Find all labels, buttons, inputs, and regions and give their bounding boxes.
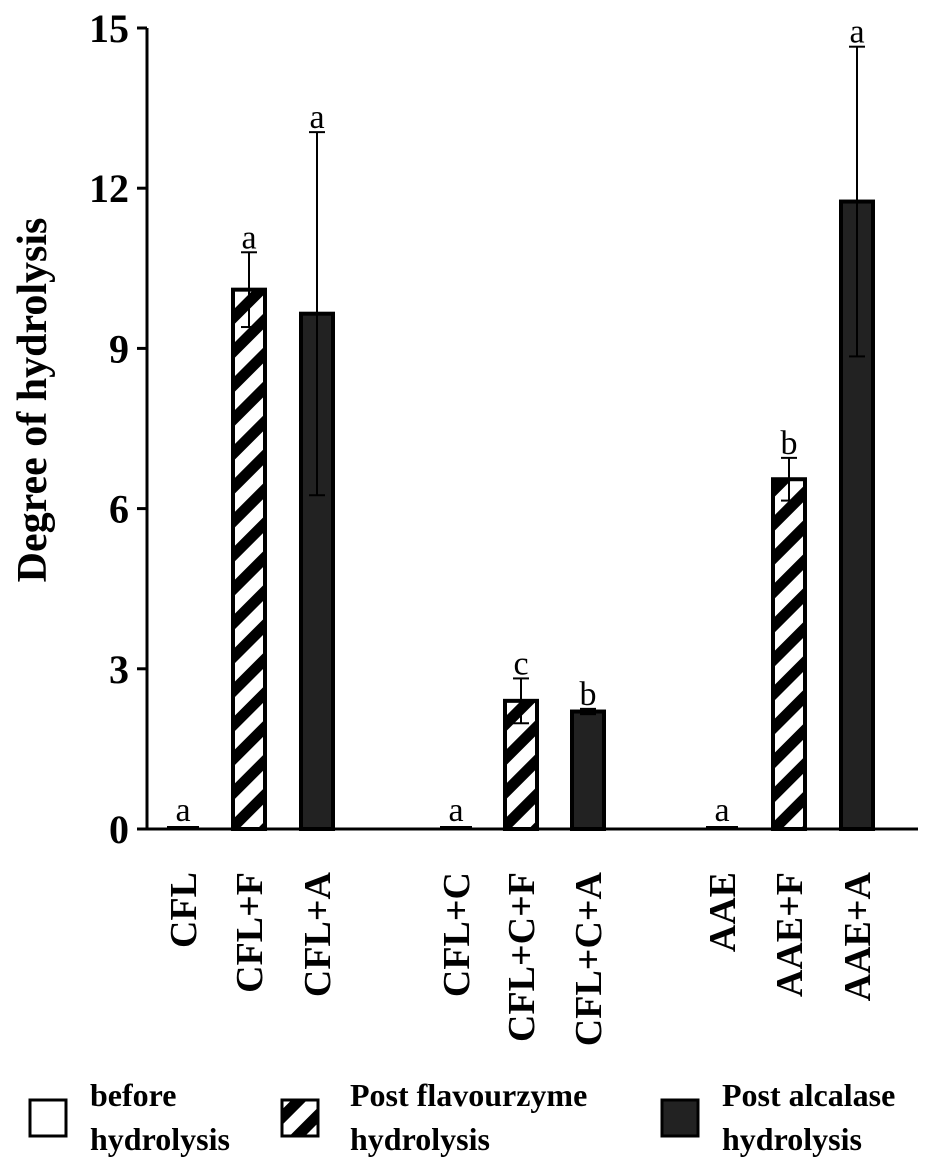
significance-letter: a: [175, 792, 190, 829]
y-tick-label: 3: [109, 647, 129, 692]
legend-swatch: [660, 1098, 700, 1138]
legend-item-before: before hydrolysis: [28, 1077, 230, 1157]
x-tick-label: CFL+C: [436, 872, 478, 997]
bar-group-cfl-plus-a: a: [299, 99, 335, 831]
y-tick-label: 6: [109, 487, 129, 532]
bar-group-cfl-plus-c-plus-a: b: [570, 676, 606, 832]
x-tick-label: CFL+A: [297, 871, 339, 997]
significance-letter: a: [309, 99, 324, 136]
x-tick-label: CFL+C+A: [568, 871, 610, 1046]
y-tick-label: 0: [109, 807, 129, 852]
bar: [771, 477, 807, 831]
legend-label-line1: before: [90, 1077, 176, 1113]
legend-swatch: [28, 1098, 68, 1138]
legend-label-line2: hydrolysis: [90, 1121, 230, 1157]
bar-group-aae-plus-a: a: [839, 14, 875, 832]
x-tick-label: AAE+F: [769, 872, 811, 997]
bars-layer: a a a a c b a b a: [167, 14, 875, 832]
legend: before hydrolysis Post flavourzyme hydrolys…: [28, 1077, 895, 1157]
y-tick-label: 12: [89, 166, 129, 211]
bar: [231, 287, 267, 832]
x-tick-label: AAE: [702, 872, 744, 952]
bar-group-aae-plus-f: b: [771, 425, 807, 831]
legend-label-line2: hydrolysis: [350, 1121, 490, 1157]
significance-letter: a: [849, 14, 864, 51]
bar: [570, 709, 606, 832]
x-tick-label: CFL+F: [229, 872, 271, 993]
significance-letter: c: [513, 645, 528, 682]
significance-letter: a: [448, 792, 463, 829]
legend-swatch: [280, 1098, 320, 1138]
y-axis: 0 3 6 9 12 15: [89, 6, 149, 852]
legend-label-line1: Post alcalase: [722, 1077, 895, 1113]
x-tick-label: AAE+A: [837, 871, 879, 1001]
legend-item-flavourzyme: Post flavourzyme hydrolysis: [280, 1077, 587, 1157]
significance-letter: b: [781, 425, 798, 462]
bar-group-cfl-plus-f: a: [231, 219, 267, 832]
y-tick-label: 9: [109, 326, 129, 371]
y-axis-title-group: Degree of hydrolysis: [10, 218, 56, 583]
x-tick-labels: CFL CFL+F CFL+A CFL+C CFL+C+F CFL+C+A AAE AAE+F…: [163, 871, 879, 1046]
significance-letter: b: [580, 676, 597, 713]
significance-letter: a: [241, 219, 256, 256]
x-tick-label: CFL: [163, 872, 205, 948]
bar-group-cfl-plus-c-plus-f: c: [503, 645, 539, 832]
legend-item-alcalase: Post alcalase hydrolysis: [660, 1077, 895, 1157]
x-tick-label: CFL+C+F: [501, 872, 543, 1042]
bar-group-aae: a: [706, 792, 738, 830]
legend-label-line1: Post flavourzyme: [350, 1077, 587, 1113]
bar-group-cfl-plus-c: a: [440, 792, 472, 830]
bar: [839, 199, 875, 832]
significance-letter: a: [714, 792, 729, 829]
legend-label-line2: hydrolysis: [722, 1121, 862, 1157]
y-tick-label: 15: [89, 6, 129, 51]
bar-group-cfl: a: [167, 792, 199, 830]
y-axis-title: Degree of hydrolysis: [10, 218, 56, 583]
